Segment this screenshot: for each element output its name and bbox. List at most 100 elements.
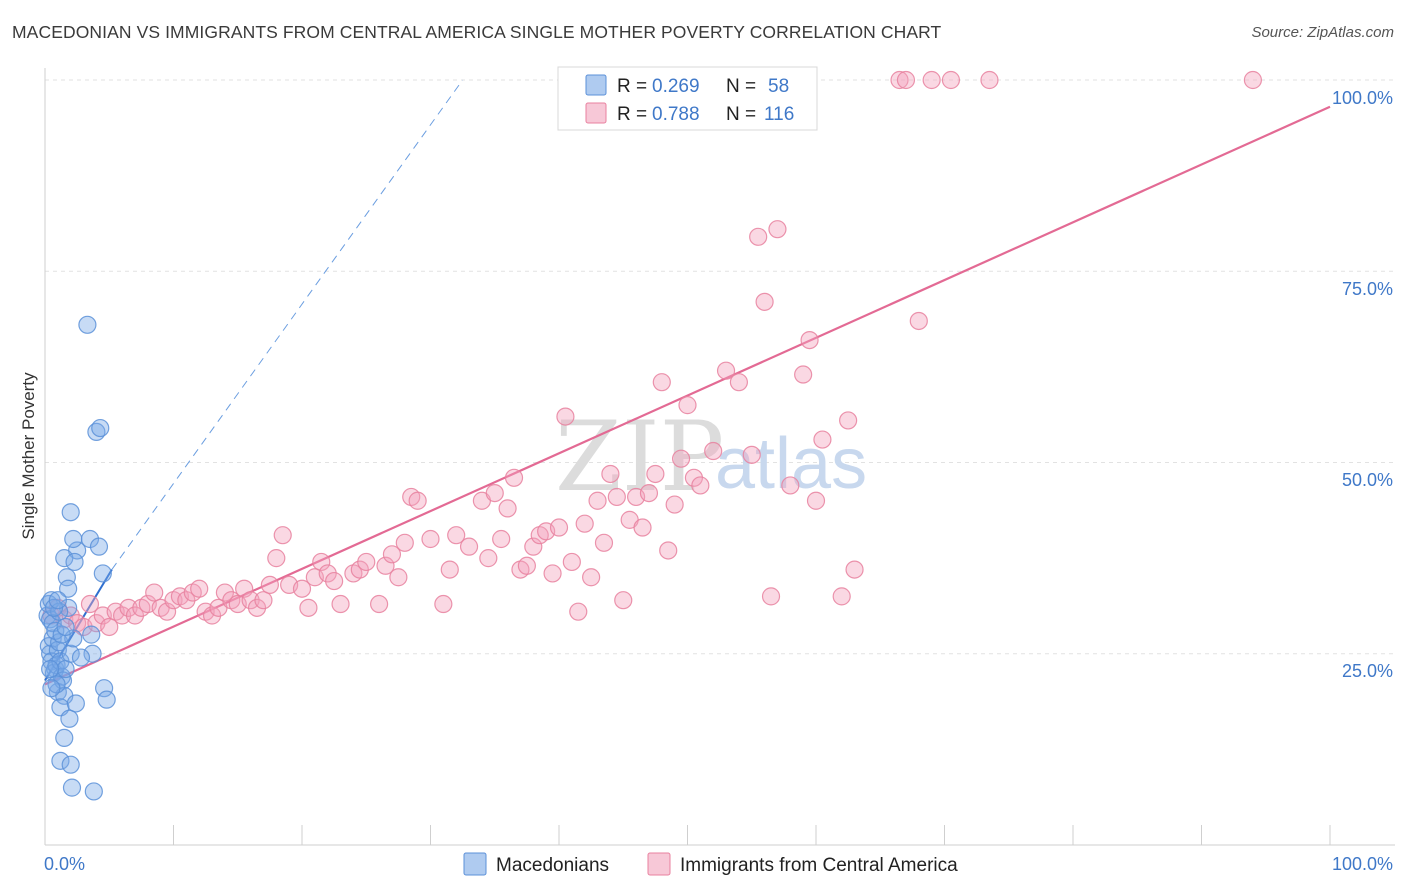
point-macedonians-56 <box>42 679 61 698</box>
legend-n-value-macedonians: 58 <box>768 76 789 97</box>
y-tick-label-100: 100.0% <box>1332 88 1393 108</box>
point-central-america-89 <box>659 541 678 560</box>
point-macedonians-28 <box>61 503 80 522</box>
point-central-america-68 <box>524 537 543 556</box>
point-central-america-76 <box>575 514 594 533</box>
y-tick-label-75: 75.0% <box>1342 279 1393 299</box>
point-central-america-54 <box>408 491 427 510</box>
bottom-legend-label-central-america: Immigrants from Central America <box>680 855 958 876</box>
point-central-america-117 <box>1243 70 1263 90</box>
point-central-america-33 <box>254 591 273 610</box>
legend-n-value-central-america: 116 <box>764 104 794 125</box>
point-central-america-87 <box>646 464 665 484</box>
point-macedonians-45 <box>62 778 82 797</box>
point-central-america-18 <box>157 602 177 621</box>
point-central-america-107 <box>813 430 832 449</box>
point-macedonians-57 <box>48 591 67 610</box>
point-macedonians-39 <box>97 690 116 709</box>
watermark-zip: ZIP <box>555 401 724 513</box>
legend-swatch-macedonians <box>585 74 607 96</box>
legend-n-label-macedonians: N = <box>726 76 756 97</box>
point-central-america-103 <box>781 476 800 495</box>
point-macedonians-29 <box>64 529 83 549</box>
point-central-america-80 <box>601 464 620 484</box>
point-central-america-90 <box>665 495 684 514</box>
point-macedonians-20 <box>61 644 80 663</box>
point-central-america-116 <box>980 70 999 90</box>
point-central-america-23 <box>190 579 209 598</box>
point-central-america-73 <box>556 407 575 426</box>
point-central-america-6 <box>80 594 100 614</box>
point-macedonians-31 <box>82 625 101 644</box>
point-central-america-115 <box>941 70 961 90</box>
point-central-america-113 <box>909 311 928 331</box>
legend-r-label-central-america: R = <box>617 104 647 125</box>
point-central-america-77 <box>582 568 601 587</box>
point-macedonians-38 <box>95 679 114 698</box>
stats-legend: R = 0.269 N = 58 R = 0.788 N = 116 <box>557 66 818 131</box>
point-central-america-97 <box>729 373 749 392</box>
point-macedonians-40 <box>66 694 85 713</box>
point-central-america-108 <box>832 587 851 606</box>
bottom-legend-swatch-central-america <box>647 852 671 876</box>
point-central-america-102 <box>768 220 787 239</box>
point-central-america-48 <box>370 594 389 614</box>
point-central-america-47 <box>357 552 376 572</box>
point-central-america-104 <box>794 365 813 384</box>
point-central-america-72 <box>549 518 569 537</box>
point-central-america-101 <box>761 587 781 606</box>
point-macedonians-55 <box>71 648 91 667</box>
point-central-america-78 <box>588 491 607 510</box>
point-central-america-79 <box>594 533 614 552</box>
point-central-america-111 <box>890 70 909 90</box>
point-central-america-57 <box>440 560 459 579</box>
point-central-america-62 <box>485 484 504 503</box>
legend-swatch-central-america <box>585 102 607 124</box>
point-macedonians-34 <box>91 418 110 438</box>
point-central-america-112 <box>896 70 916 90</box>
point-central-america-36 <box>273 526 292 545</box>
point-central-america-52 <box>395 533 414 552</box>
y-tick-label-50: 50.0% <box>1342 470 1393 490</box>
point-central-america-75 <box>569 602 588 621</box>
chart-source: Source: ZipAtlas.com <box>1251 24 1394 41</box>
point-central-america-64 <box>498 499 517 518</box>
point-central-america-65 <box>504 468 524 487</box>
point-central-america-59 <box>459 537 479 556</box>
point-macedonians-43 <box>51 751 70 770</box>
point-macedonians-50 <box>41 659 60 679</box>
point-central-america-98 <box>742 445 761 464</box>
point-central-america-86 <box>639 484 659 503</box>
point-central-america-110 <box>845 560 864 579</box>
point-central-america-106 <box>806 491 826 510</box>
point-central-america-81 <box>607 487 626 507</box>
point-central-america-30 <box>235 579 254 598</box>
point-macedonians-22 <box>59 598 78 617</box>
point-central-america-63 <box>492 529 511 549</box>
point-macedonians-46 <box>84 782 103 801</box>
point-central-america-99 <box>749 227 768 246</box>
point-central-america-95 <box>704 441 723 461</box>
x-tick-label-max: 100.0% <box>1332 854 1393 874</box>
series-legend: Macedonians Immigrants from Central Amer… <box>463 852 958 876</box>
point-central-america-74 <box>562 552 581 572</box>
trend-lines <box>44 79 1331 686</box>
point-central-america-82 <box>614 591 633 610</box>
point-central-america-50 <box>382 545 402 564</box>
point-central-america-9 <box>100 617 119 637</box>
point-central-america-34 <box>260 575 279 595</box>
point-central-america-49 <box>376 556 395 575</box>
point-central-america-39 <box>299 598 318 617</box>
trend-line-macedonians <box>44 569 113 682</box>
legend-n-label-central-america: N = <box>726 104 756 125</box>
trend-line-central-america <box>44 105 1331 686</box>
point-central-america-91 <box>671 449 691 468</box>
point-central-america-51 <box>389 568 408 587</box>
point-central-america-61 <box>479 549 498 568</box>
point-central-america-44 <box>331 594 350 614</box>
point-central-america-94 <box>691 476 710 495</box>
point-macedonians-36 <box>93 564 112 583</box>
point-central-america-56 <box>434 594 453 614</box>
point-macedonians-25 <box>57 568 76 587</box>
point-central-america-58 <box>447 526 466 545</box>
